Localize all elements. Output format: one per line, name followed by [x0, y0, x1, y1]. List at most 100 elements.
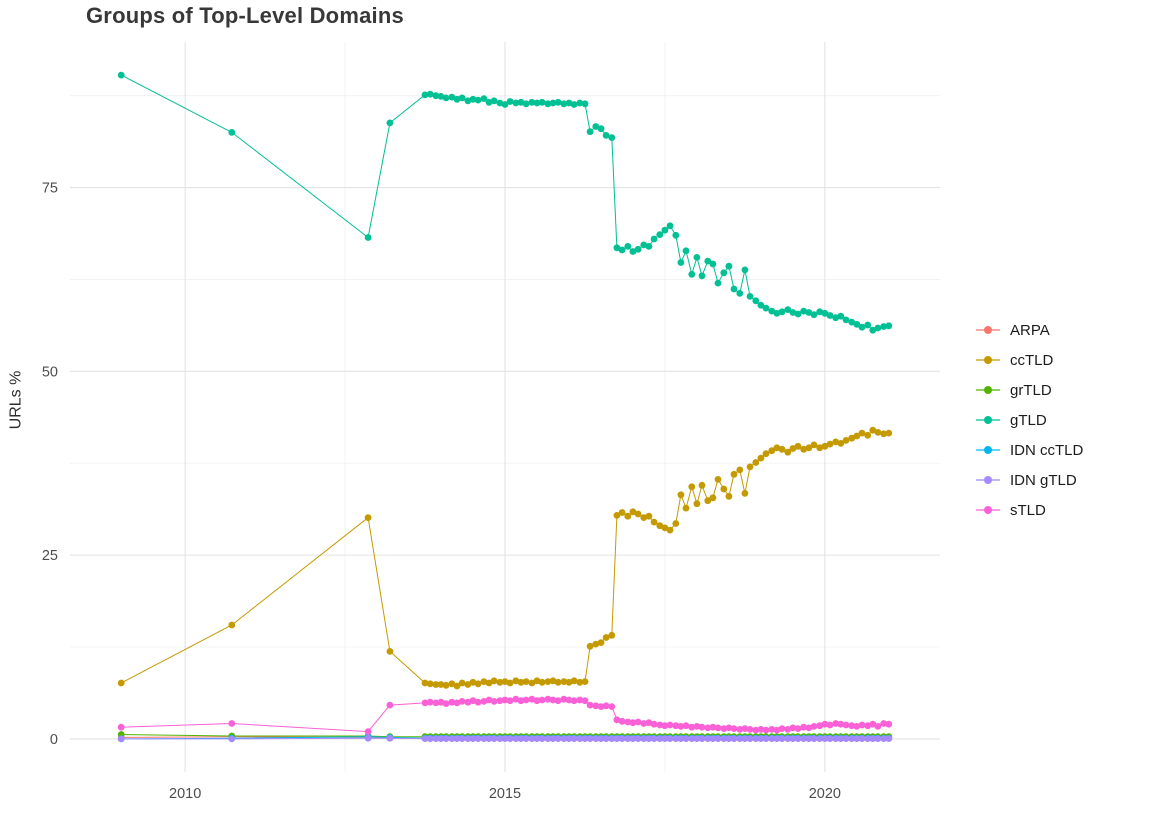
data-point — [570, 677, 578, 685]
data-point — [800, 445, 808, 453]
data-point — [464, 97, 472, 105]
data-point — [672, 231, 680, 239]
data-point — [432, 681, 440, 688]
data-point — [810, 441, 818, 449]
data-point — [741, 735, 749, 742]
data-point — [858, 429, 866, 437]
data-point — [549, 99, 557, 107]
data-point — [437, 681, 445, 688]
data-point — [666, 222, 674, 230]
data-point — [228, 621, 236, 629]
data-point — [458, 698, 466, 705]
data-point — [522, 696, 530, 704]
x-tick-label: 2015 — [489, 786, 521, 802]
data-point — [762, 726, 770, 734]
data-point — [576, 678, 584, 686]
data-point — [586, 735, 594, 742]
data-point — [698, 481, 706, 489]
data-point — [490, 698, 498, 705]
data-point — [794, 442, 802, 450]
data-point — [682, 722, 690, 730]
data-point — [805, 724, 813, 732]
data-point — [650, 735, 658, 742]
data-point — [528, 735, 536, 742]
data-point — [720, 269, 728, 277]
data-point — [618, 717, 626, 725]
data-point — [666, 721, 674, 729]
data-point — [837, 735, 845, 742]
legend-key-icon — [976, 386, 1000, 394]
legend-label: IDN gTLD — [1010, 471, 1077, 489]
data-point — [581, 100, 589, 108]
data-point — [480, 95, 488, 102]
data-point — [752, 726, 760, 734]
data-point — [778, 735, 786, 742]
data-point — [544, 735, 552, 742]
data-point — [565, 735, 573, 742]
data-point — [816, 308, 824, 316]
data-point — [421, 679, 429, 687]
data-point — [789, 724, 797, 732]
data-point — [496, 697, 504, 705]
data-point — [773, 726, 781, 734]
data-point — [421, 735, 429, 742]
data-point — [592, 702, 600, 710]
data-point — [480, 698, 488, 705]
data-point — [560, 678, 568, 685]
data-point — [832, 438, 840, 446]
data-point — [613, 244, 621, 252]
data-point — [720, 485, 728, 493]
data-point — [464, 735, 472, 742]
data-point — [453, 682, 461, 690]
data-point — [485, 735, 493, 742]
data-point — [618, 735, 626, 742]
data-point — [506, 735, 514, 742]
data-point — [853, 432, 861, 440]
data-point — [789, 735, 797, 742]
data-point — [810, 311, 818, 319]
data-point — [624, 243, 632, 250]
data-point — [784, 726, 792, 733]
data-point — [693, 254, 701, 261]
data-point — [528, 98, 536, 106]
data-point — [549, 677, 557, 685]
data-point — [640, 735, 648, 742]
data-point — [874, 324, 882, 332]
data-point — [517, 98, 525, 106]
data-point — [741, 490, 749, 497]
data-point — [485, 696, 493, 704]
data-point — [800, 735, 808, 742]
data-point — [762, 735, 770, 742]
data-point — [586, 128, 594, 136]
data-point — [858, 721, 866, 729]
data-point — [474, 735, 482, 742]
legend-label: gTLD — [1010, 411, 1047, 429]
legend-item-idn-gtld: IDN gTLD — [975, 469, 1083, 491]
data-point — [736, 735, 744, 742]
data-point — [688, 723, 696, 731]
data-point — [570, 735, 578, 742]
data-point — [453, 95, 461, 103]
data-point — [746, 735, 754, 742]
data-point — [837, 440, 845, 447]
data-point — [704, 724, 712, 732]
y-tick-label: 25 — [42, 548, 58, 564]
data-point — [874, 429, 882, 436]
data-point — [869, 720, 877, 728]
data-point — [480, 678, 488, 685]
data-point — [634, 510, 642, 518]
data-point — [821, 442, 829, 450]
data-point — [544, 695, 552, 703]
data-point — [538, 735, 546, 742]
data-point — [656, 231, 664, 239]
data-point — [736, 466, 744, 474]
data-point — [640, 514, 648, 521]
data-point — [800, 307, 808, 315]
data-point — [730, 285, 738, 293]
data-point — [554, 697, 562, 705]
data-point — [746, 726, 754, 733]
data-point — [714, 735, 722, 742]
data-point — [442, 94, 450, 102]
data-point — [720, 735, 728, 742]
data-point — [693, 500, 701, 508]
